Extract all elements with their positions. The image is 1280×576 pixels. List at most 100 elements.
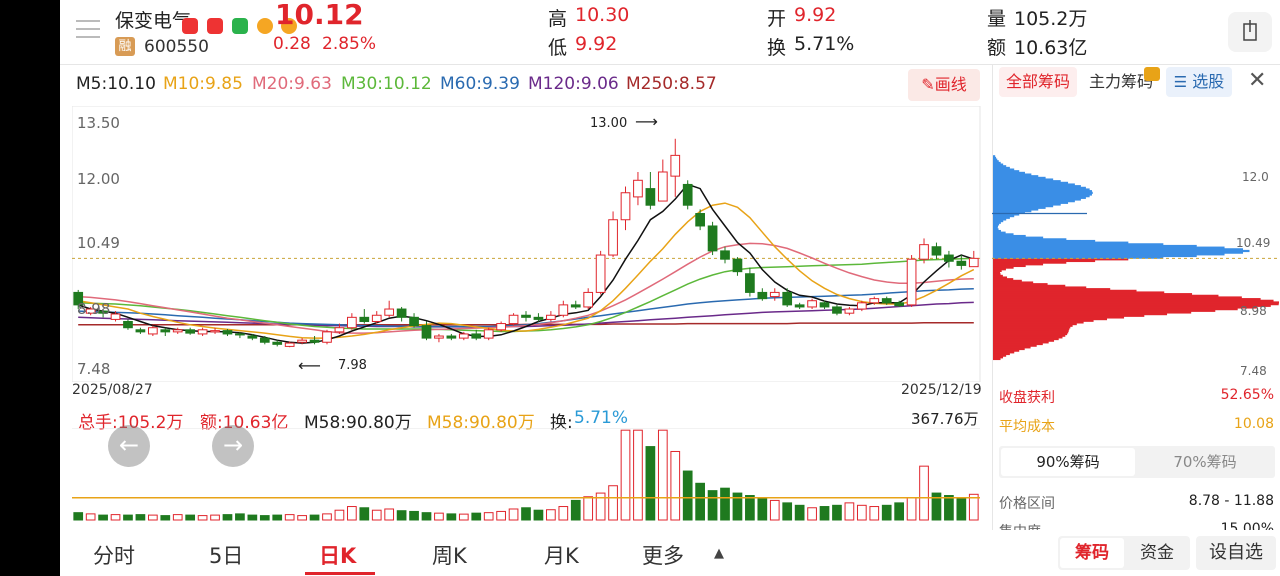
chip-bar (993, 190, 1092, 193)
volume-bar (172, 514, 183, 521)
chip-bar (993, 221, 1001, 224)
volume-chart[interactable] (72, 428, 982, 522)
profit-label: 收盘获利 (999, 390, 1055, 406)
candle-body (222, 330, 233, 335)
message-icon[interactable] (207, 18, 223, 34)
more-chevron-icon[interactable]: ▲ (714, 546, 724, 561)
volume-bar (695, 482, 705, 521)
fund-button[interactable]: 资金 (1126, 538, 1188, 568)
candle-body (85, 308, 96, 314)
price-range-value: 8.78 - 11.88 (1188, 493, 1274, 509)
volume-bar (521, 507, 531, 521)
volume-value: 105.2万 (1014, 8, 1088, 30)
tab-daily-k[interactable]: 日K (319, 544, 357, 568)
back-icon[interactable] (74, 16, 102, 42)
volume-bar (123, 514, 133, 521)
candle-body (533, 316, 544, 320)
chip-bar (993, 337, 1059, 341)
volume-bar (682, 470, 693, 521)
low-annotation: 7.98 (338, 358, 367, 373)
candle-body (745, 273, 755, 293)
volume-bar (235, 513, 245, 521)
volume-bar (73, 512, 84, 521)
seg-70-button[interactable]: 70%筹码 (1138, 448, 1272, 476)
wechat-icon[interactable] (232, 18, 248, 34)
chip-bar (993, 319, 1094, 322)
chips-tab-all[interactable]: 全部筹码 (999, 67, 1077, 97)
weibo-icon[interactable] (257, 18, 273, 34)
chip-bar (993, 186, 1086, 189)
chip-bar (993, 228, 999, 231)
chip-bar (993, 236, 1044, 239)
prev-button[interactable]: ← (108, 425, 150, 467)
tab-monthly-k[interactable]: 月K (544, 544, 579, 568)
chip-bar (993, 196, 1086, 199)
avg-cost-label: 平均成本 (999, 419, 1055, 435)
list-icon: ☰ (1173, 73, 1188, 91)
close-icon[interactable]: ✕ (1248, 68, 1267, 93)
volume-bar (247, 514, 258, 521)
chip-bar (993, 161, 1001, 165)
candle-body (944, 254, 954, 262)
chip-bar (993, 200, 1075, 203)
candle-body (844, 308, 855, 314)
y-tick-12.00: 12.00 (77, 170, 120, 188)
chip-bar (993, 178, 1054, 181)
chip-bar (993, 351, 1015, 354)
candle-body (421, 325, 432, 339)
chip-bar (993, 175, 1039, 178)
price-range-label: 价格区间 (999, 496, 1055, 512)
share-button[interactable] (1228, 12, 1272, 52)
volume-bar (944, 495, 954, 521)
candle-body (160, 329, 171, 333)
volume-bar (322, 513, 332, 521)
high-label: 高 (548, 8, 568, 30)
next-button[interactable]: → (212, 425, 254, 467)
chip-distribution-chart (992, 155, 1280, 361)
volume-bar (434, 512, 444, 521)
volume-bar (222, 514, 233, 521)
candle-body (409, 316, 419, 327)
toutiao-icon[interactable] (182, 18, 198, 34)
add-watchlist-button[interactable]: 设自选 (1196, 536, 1276, 570)
volume-bar (931, 492, 942, 521)
volume-bar (409, 510, 419, 521)
ma5-label: M5:10.10 (76, 74, 156, 94)
open-value: 9.92 (794, 4, 837, 26)
volume-bar (919, 465, 929, 521)
chip-bar (993, 279, 1022, 282)
candle-body (707, 225, 718, 252)
chip-bar (993, 357, 1001, 361)
draw-line-button[interactable]: ✎画线 (908, 69, 980, 101)
tab-intraday[interactable]: 分时 (93, 544, 135, 568)
candle-body (869, 298, 880, 304)
chip-y-tick-8.98: 8.98 (1240, 304, 1267, 318)
candle-body (172, 329, 183, 333)
chips-button[interactable]: 筹码 (1060, 538, 1124, 568)
seg-90-button[interactable]: 90%筹码 (1001, 448, 1135, 476)
share-icon (1243, 20, 1257, 41)
candle-body (521, 314, 531, 318)
volume-bar (272, 514, 283, 521)
chip-bar (993, 306, 1257, 309)
volume-bar (558, 506, 569, 521)
candle-body (570, 304, 581, 308)
stock-code: 600550 (144, 37, 209, 57)
ma250-label: M250:8.57 (626, 74, 717, 94)
chip-y-tick-7.48: 7.48 (1240, 364, 1267, 378)
stock-name: 保变电气 (115, 10, 192, 32)
tab-weekly-k[interactable]: 周K (432, 544, 467, 568)
volume-bar (832, 504, 842, 521)
tab-5day[interactable]: 5日 (209, 544, 244, 568)
weibo-icon-2[interactable] (281, 18, 297, 34)
tab-more[interactable]: 更多 (642, 544, 684, 568)
rong-badge: 融 (115, 37, 135, 56)
chips-tab-main[interactable]: 主力筹码 (1082, 67, 1160, 97)
chip-bar (993, 233, 1014, 236)
volume-bar (657, 429, 668, 521)
lock-icon (1144, 67, 1160, 81)
volume-bar (608, 485, 618, 521)
candle-body (757, 291, 768, 300)
kline-chart[interactable] (72, 106, 982, 382)
chips-tab-select[interactable]: ☰ 选股 (1166, 67, 1232, 97)
